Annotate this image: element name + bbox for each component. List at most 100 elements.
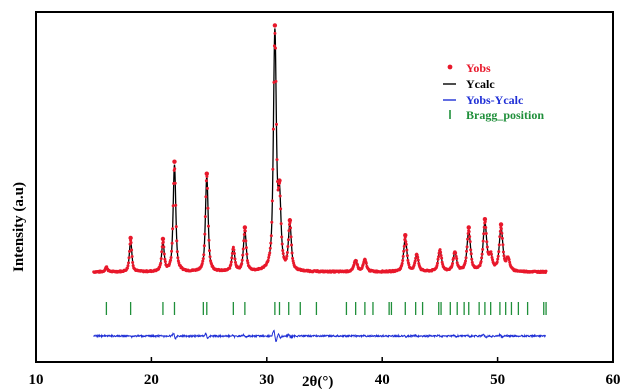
yobs-point [485,240,489,244]
yobs-point [435,264,439,268]
yobs-point [277,186,281,190]
yobs-point [275,158,279,162]
yobs-peak-point [287,218,293,223]
yobs-point [274,79,278,83]
yobs-point [440,256,444,260]
yobs-point [266,258,270,262]
yobs-point [401,258,405,262]
difference-curve [93,329,546,343]
yobs-point [406,258,410,262]
yobs-point [404,240,408,244]
yobs-point [285,250,289,254]
yobs-point [470,257,474,261]
yobs-point [241,253,245,257]
yobs-point [498,235,502,239]
x-tick-label: 20 [144,372,159,388]
y-axis-title: Intensity (a.u) [11,182,27,272]
yobs-point [437,255,441,259]
yobs-point [207,238,211,242]
bragg-position-markers [105,302,547,315]
yobs-point [455,257,459,261]
x-tick-label: 40 [375,372,390,388]
yobs-point [481,247,485,251]
yobs-point [439,250,443,254]
yobs-point [245,259,249,263]
x-tick-labels: 10 20 30 40 50 60 [29,372,621,388]
yobs-point [468,240,472,244]
yobs-point [436,257,440,261]
yobs-point [241,247,245,251]
legend-ycalc-label: Ycalc [466,77,495,91]
yobs-point [130,255,134,258]
yobs-point [278,194,282,198]
yobs-point [508,260,512,264]
x-tick-label: 10 [29,372,44,388]
yobs-point [501,250,505,254]
yobs-point [402,249,406,253]
yobs-point [233,257,237,261]
yobs-point [174,203,178,207]
yobs-point [281,248,285,252]
yobs-point [268,246,272,250]
yobs-point [482,232,486,236]
yobs-point [544,269,548,273]
yobs-peak-point [466,225,471,230]
difference-curve-layer [93,329,546,343]
yobs-point [497,243,501,247]
yobs-point [231,245,235,249]
yobs-point [500,231,504,235]
yobs-point [206,224,210,228]
legend-diff-label: Yobs-Ycalc [466,93,524,107]
yobs-point [205,186,209,190]
yobs-point [201,257,205,261]
yobs-point [272,44,276,48]
yobs-point [242,232,246,236]
yobs-point [484,231,488,235]
legend-yobs-label: Yobs [466,61,491,75]
yobs-point [245,252,249,256]
yobs-point [159,257,163,261]
yobs-point [481,239,485,243]
yobs-point [125,266,129,270]
yobs-point [126,264,130,268]
yobs-point [464,256,468,260]
yobs-peak-point [277,178,282,183]
yobs-point [273,31,277,35]
yobs-point [478,264,482,268]
yobs-point [479,260,483,264]
yobs-point [161,240,165,244]
yobs-point [230,256,234,260]
yobs-point [208,249,211,253]
yobs-point [354,259,358,263]
yobs-point [126,261,130,265]
yobs-point [439,253,443,257]
yobs-point [495,260,499,264]
x-axis-ticks [35,357,614,362]
yobs-point [201,259,205,263]
yobs-point [200,262,204,266]
yobs-point [243,229,247,233]
yobs-point [240,262,244,266]
yobs-point [162,252,166,256]
yobs-point [160,250,164,254]
yobs-point [174,225,178,229]
yobs-point [496,257,500,261]
yobs-point [466,237,470,241]
yobs-point [490,255,494,259]
yobs-point [129,241,133,245]
yobs-point [405,248,409,252]
yobs-point [485,245,489,249]
yobs-point [502,254,506,258]
yobs-point [205,175,209,179]
yobs-point [232,248,236,252]
yobs-point [206,206,210,210]
yobs-point [468,235,472,239]
yobs-point [163,260,167,264]
yobs-point [271,167,275,171]
yobs-point [281,252,285,256]
yobs-point [233,260,237,264]
yobs-point [273,46,277,50]
yobs-point [170,249,174,253]
yobs-point [202,253,206,257]
